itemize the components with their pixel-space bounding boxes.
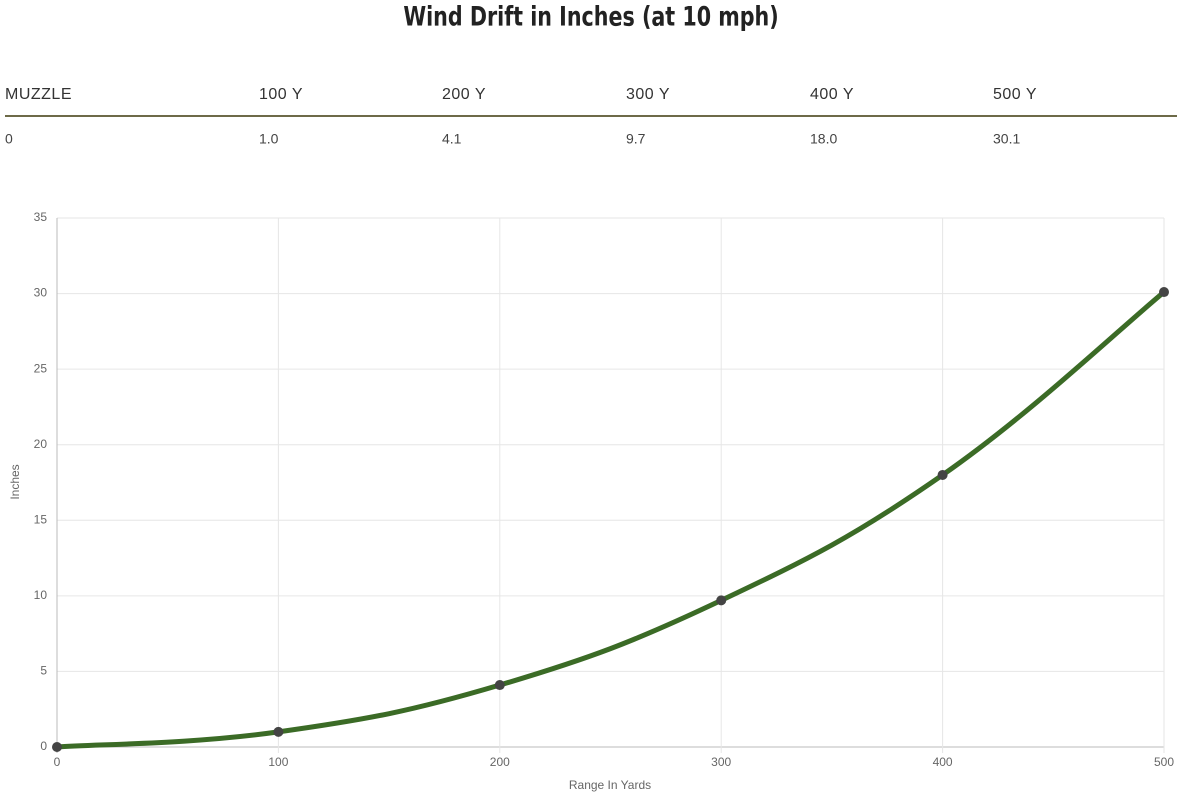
y-axis-label: Inches bbox=[8, 464, 22, 499]
data-point bbox=[52, 742, 62, 752]
x-tick-label: 0 bbox=[54, 755, 61, 769]
y-tick-label: 5 bbox=[40, 664, 47, 678]
y-tick-label: 35 bbox=[34, 210, 48, 224]
table-header: 200 Y bbox=[442, 86, 486, 103]
data-line bbox=[56, 290, 1166, 750]
table-cell: 30.1 bbox=[993, 131, 1020, 147]
y-tick-label: 30 bbox=[34, 286, 48, 300]
table-cell: 9.7 bbox=[626, 131, 646, 147]
table-cell: 18.0 bbox=[810, 131, 837, 147]
y-tick-label: 0 bbox=[40, 739, 47, 753]
x-tick-label: 400 bbox=[933, 755, 953, 769]
x-tick-label: 500 bbox=[1154, 755, 1174, 769]
y-tick-label: 15 bbox=[34, 512, 48, 526]
data-point bbox=[1159, 287, 1169, 298]
data-point bbox=[937, 469, 948, 480]
table-header: 100 Y bbox=[259, 86, 303, 103]
y-tick-label: 10 bbox=[34, 588, 48, 602]
data-point bbox=[494, 680, 505, 691]
y-tick-label: 20 bbox=[34, 437, 48, 451]
table-header: 400 Y bbox=[810, 86, 854, 103]
data-point bbox=[716, 595, 727, 606]
x-tick-label: 100 bbox=[268, 755, 288, 769]
x-tick-label: 200 bbox=[490, 755, 510, 769]
y-tick-label: 25 bbox=[34, 361, 48, 375]
page-title: Wind Drift in Inches (at 10 mph) bbox=[403, 1, 778, 32]
table-header: MUZZLE bbox=[5, 86, 72, 103]
x-tick-label: 300 bbox=[711, 755, 731, 769]
table-cell: 4.1 bbox=[442, 131, 462, 147]
data-point bbox=[273, 726, 284, 737]
table-cell: 1.0 bbox=[259, 131, 279, 147]
table-header: 500 Y bbox=[993, 86, 1037, 103]
x-axis-label: Range In Yards bbox=[569, 778, 651, 792]
table-header: 300 Y bbox=[626, 86, 670, 103]
table-cell: 0 bbox=[5, 131, 13, 147]
